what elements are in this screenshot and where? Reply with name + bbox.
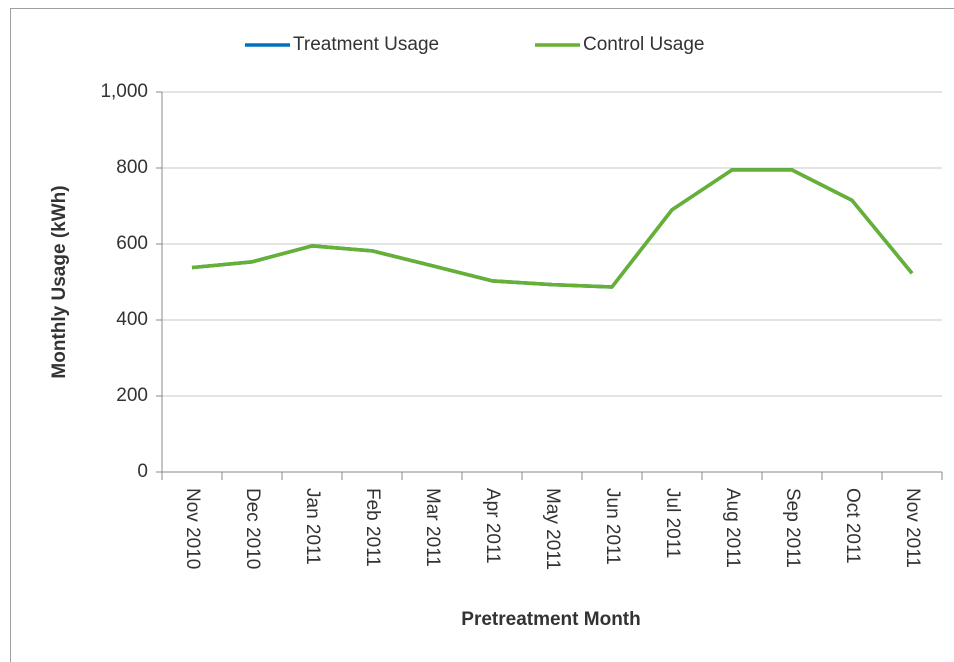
x-tick-label: Oct 2011	[842, 488, 863, 564]
y-tick-label: 400	[116, 309, 148, 330]
x-tick-label: Feb 2011	[362, 488, 383, 567]
y-axis-title: Monthly Usage (kWh)	[49, 185, 70, 378]
chart-frame	[10, 8, 954, 662]
x-tick-label: Sep 2011	[782, 488, 803, 568]
x-tick-label: Apr 2011	[482, 488, 503, 564]
legend-label: Treatment Usage	[293, 34, 439, 55]
x-tick-label: Jan 2011	[302, 488, 323, 565]
x-tick-label: Jun 2011	[602, 488, 623, 565]
legend-label: Control Usage	[583, 34, 704, 55]
x-tick-label: Dec 2010	[242, 488, 263, 569]
x-tick-label: Jul 2011	[662, 488, 683, 558]
x-axis-title: Pretreatment Month	[461, 609, 640, 630]
y-tick-label: 0	[137, 461, 148, 482]
y-tick-label: 200	[116, 385, 148, 406]
x-tick-label: Nov 2010	[182, 488, 203, 569]
y-tick-label: 800	[116, 157, 148, 178]
x-tick-label: Mar 2011	[422, 488, 443, 567]
series-line	[191, 168, 914, 289]
y-tick-label: 1,000	[100, 81, 148, 102]
x-tick-label: Aug 2011	[722, 488, 743, 568]
x-tick-label: May 2011	[542, 488, 563, 570]
y-tick-label: 600	[116, 233, 148, 254]
series-line	[191, 168, 914, 289]
x-tick-label: Nov 2011	[902, 488, 923, 568]
